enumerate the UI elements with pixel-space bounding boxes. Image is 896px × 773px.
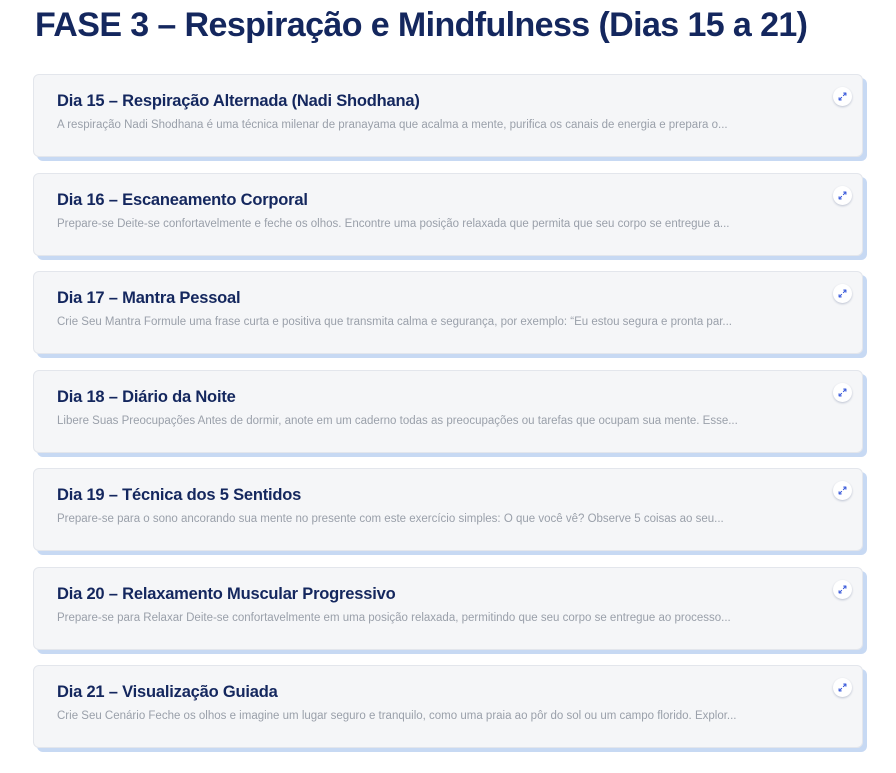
expand-button[interactable] <box>833 481 852 500</box>
expand-button[interactable] <box>833 579 852 599</box>
day-card-17[interactable]: Dia 17 – Mantra Pessoal Crie Seu Mantra … <box>33 271 863 354</box>
card-title: Dia 20 – Relaxamento Muscular Progressiv… <box>57 584 396 603</box>
card-description: Prepare-se Deite-se confortavelmente e f… <box>57 217 730 230</box>
expand-icon <box>838 289 847 298</box>
expand-button[interactable] <box>833 382 852 402</box>
expand-icon <box>838 683 847 692</box>
card-description: Prepare-se para o sono ancorando sua men… <box>57 513 724 525</box>
day-card-18[interactable]: Dia 18 – Diário da Noite Libere Suas Pre… <box>33 369 863 453</box>
day-card-16[interactable]: Dia 16 – Escaneamento Corporal Prepare-s… <box>33 172 863 256</box>
expand-icon <box>838 486 847 495</box>
expand-icon <box>838 585 847 593</box>
card-description: Crie Seu Mantra Formule uma frase curta … <box>57 316 733 328</box>
card-title: Dia 16 – Escaneamento Corporal <box>57 190 308 209</box>
expand-button[interactable] <box>833 185 852 205</box>
card-title: Dia 18 – Diário da Noite <box>57 387 236 406</box>
card-title: Dia 17 – Mantra Pessoal <box>57 289 241 307</box>
card-title: Dia 15 – Respiração Alternada (Nadi Shod… <box>57 92 420 110</box>
card-description: Crie Seu Cenário Feche os olhos e imagin… <box>57 710 737 722</box>
card-description: Prepare-se para Relaxar Deite-se confort… <box>57 611 731 624</box>
card-description: A respiração Nadi Shodhana é uma técnica… <box>57 119 728 131</box>
expand-button[interactable] <box>833 87 852 106</box>
expand-icon <box>838 388 847 396</box>
expand-button[interactable] <box>833 678 852 697</box>
day-card-15[interactable]: Dia 15 – Respiração Alternada (Nadi Shod… <box>33 74 863 157</box>
card-title: Dia 19 – Técnica dos 5 Sentidos <box>57 486 302 504</box>
expand-button[interactable] <box>833 284 852 303</box>
card-description: Libere Suas Preocupações Antes de dormir… <box>57 414 738 427</box>
expand-icon <box>838 92 847 101</box>
card-title: Dia 21 – Visualização Guiada <box>57 683 278 701</box>
day-card-19[interactable]: Dia 19 – Técnica dos 5 Sentidos Prepare-… <box>33 468 863 551</box>
day-card-21[interactable]: Dia 21 – Visualização Guiada Crie Seu Ce… <box>33 665 863 748</box>
expand-icon <box>838 191 847 199</box>
day-card-list: Dia 15 – Respiração Alternada (Nadi Shod… <box>33 74 863 764</box>
page-title: FASE 3 – Respiração e Mindfulness (Dias … <box>35 6 808 44</box>
day-card-20[interactable]: Dia 20 – Relaxamento Muscular Progressiv… <box>33 566 863 650</box>
